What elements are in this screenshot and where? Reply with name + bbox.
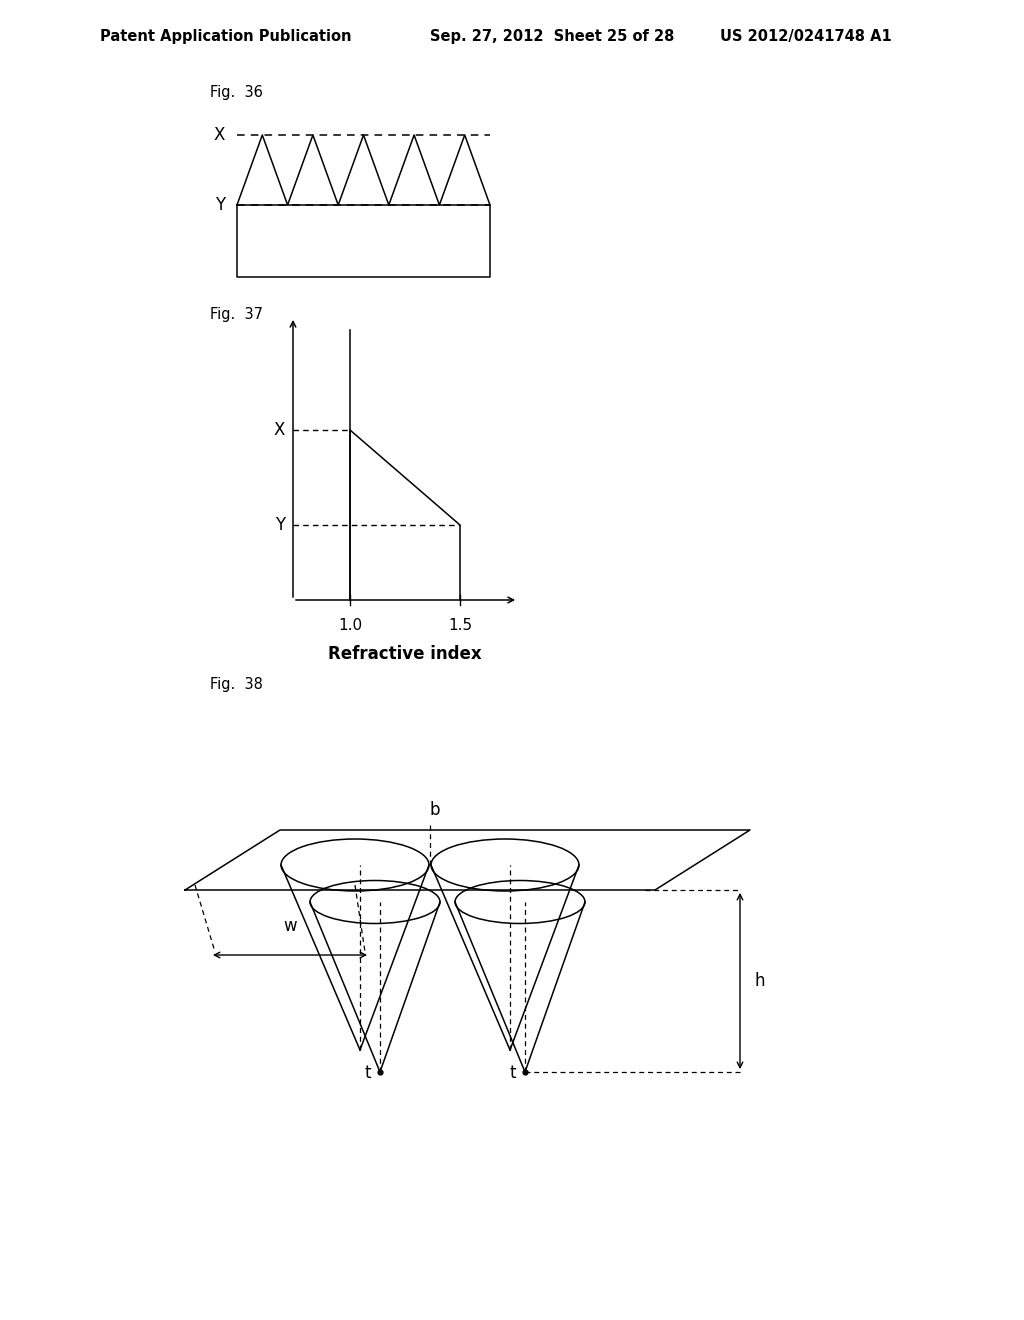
Text: Refractive index: Refractive index: [328, 645, 482, 663]
Text: X: X: [214, 125, 225, 144]
Text: Fig.  38: Fig. 38: [210, 677, 263, 693]
Text: X: X: [273, 421, 285, 440]
Text: 1.5: 1.5: [447, 618, 472, 634]
Text: 1.0: 1.0: [338, 618, 362, 634]
Text: h: h: [755, 972, 766, 990]
Text: Fig.  36: Fig. 36: [210, 84, 263, 99]
Text: t: t: [365, 1064, 372, 1082]
Text: Patent Application Publication: Patent Application Publication: [100, 29, 351, 45]
Text: Sep. 27, 2012  Sheet 25 of 28: Sep. 27, 2012 Sheet 25 of 28: [430, 29, 675, 45]
Text: Fig.  37: Fig. 37: [210, 308, 263, 322]
Text: w: w: [284, 917, 297, 935]
Text: t: t: [510, 1064, 516, 1082]
Text: US 2012/0241748 A1: US 2012/0241748 A1: [720, 29, 892, 45]
Text: b: b: [430, 801, 440, 818]
Text: Y: Y: [215, 195, 225, 214]
Text: Y: Y: [274, 516, 285, 535]
